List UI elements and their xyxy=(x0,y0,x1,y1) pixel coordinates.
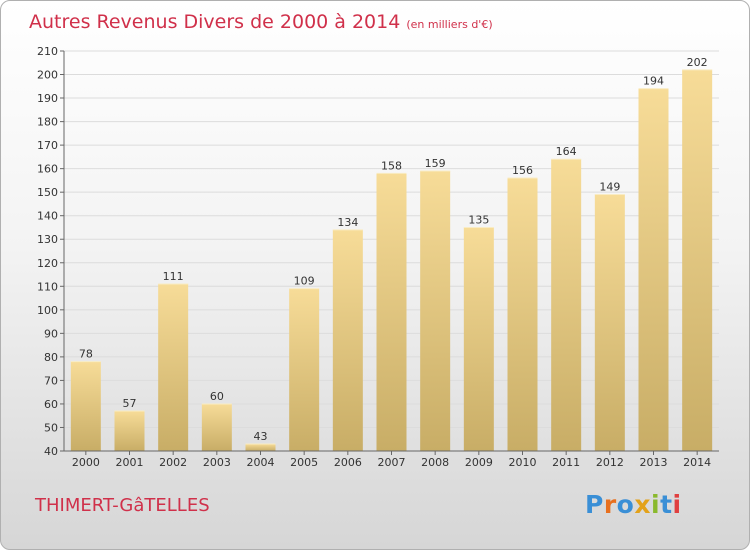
bar-2013 xyxy=(638,88,669,451)
bar-2004 xyxy=(245,443,276,451)
data-label-2008: 159 xyxy=(425,157,446,170)
data-label-2014: 202 xyxy=(687,56,708,69)
logo-letter: t xyxy=(660,490,673,519)
data-label-2009: 135 xyxy=(468,213,489,226)
y-tick-label: 70 xyxy=(44,374,58,387)
y-tick-label: 100 xyxy=(37,304,58,317)
bar-2007 xyxy=(376,173,407,451)
y-tick-label: 120 xyxy=(37,257,58,270)
bar-2009 xyxy=(463,227,494,451)
x-tick-label: 2009 xyxy=(465,456,493,469)
data-label-2013: 194 xyxy=(643,75,664,88)
x-tick-label: 2011 xyxy=(552,456,580,469)
bar-2010 xyxy=(507,178,538,451)
y-tick-label: 140 xyxy=(37,210,58,223)
data-label-2010: 156 xyxy=(512,164,533,177)
bars: 78 57 111 60 43 109 134 158 159 135 156 164 149 194 20… xyxy=(70,56,713,451)
y-tick-label: 90 xyxy=(44,327,58,340)
y-tick-label: 190 xyxy=(37,92,58,105)
logo-letter: x xyxy=(634,490,651,519)
x-tick-label: 2000 xyxy=(72,456,100,469)
data-label-2001: 57 xyxy=(123,397,137,410)
x-tick-label: 2005 xyxy=(290,456,318,469)
bar-2002 xyxy=(158,283,189,451)
x-tick-label: 2003 xyxy=(203,456,231,469)
bar-2000 xyxy=(70,361,101,451)
commune-name: THIMERT-GâTELLES xyxy=(35,495,210,516)
proxiti-logo[interactable]: Proxiti xyxy=(585,490,682,519)
x-tick-label: 2010 xyxy=(509,456,537,469)
x-tick-label: 2001 xyxy=(116,456,144,469)
bar-2006 xyxy=(332,229,363,451)
data-label-2011: 164 xyxy=(556,145,577,158)
data-label-2006: 134 xyxy=(337,216,358,229)
y-tick-label: 80 xyxy=(44,351,58,364)
chart-title: Autres Revenus Divers de 2000 à 2014 xyxy=(29,11,401,33)
x-tick-label: 2014 xyxy=(683,456,711,469)
y-tick-label: 40 xyxy=(44,445,58,458)
logo-letter: i xyxy=(651,490,661,519)
logo-letter: o xyxy=(616,490,635,519)
x-tick-label: 2007 xyxy=(378,456,406,469)
data-label-2005: 109 xyxy=(294,275,315,288)
y-tick-label: 50 xyxy=(44,421,58,434)
x-tick-label: 2006 xyxy=(334,456,362,469)
logo-letter: P xyxy=(585,490,604,519)
y-tick-label: 180 xyxy=(37,116,58,129)
logo-letter: r xyxy=(603,490,617,519)
bar-2003 xyxy=(201,403,232,451)
data-label-2002: 111 xyxy=(163,270,184,283)
data-label-2007: 158 xyxy=(381,159,402,172)
bar-2011 xyxy=(551,159,582,451)
bar-2014 xyxy=(682,69,713,451)
chart-title-block: Autres Revenus Divers de 2000 à 2014 (en … xyxy=(29,11,493,33)
y-tick-label: 200 xyxy=(37,69,58,82)
y-tick-label: 210 xyxy=(37,45,58,58)
y-tick-label: 150 xyxy=(37,186,58,199)
bar-2005 xyxy=(289,288,320,451)
y-tick-label: 60 xyxy=(44,398,58,411)
y-tick-label: 130 xyxy=(37,233,58,246)
data-label-2012: 149 xyxy=(599,181,620,194)
logo-letter: i xyxy=(672,490,682,519)
bar-2012 xyxy=(594,194,625,451)
x-tick-label: 2013 xyxy=(640,456,668,469)
y-tick-label: 110 xyxy=(37,280,58,293)
x-tick-label: 2002 xyxy=(159,456,187,469)
data-label-2004: 43 xyxy=(254,430,268,443)
axes: 40 50 60 70 80 90 100 110 120 130 140 150 160 170 180 1… xyxy=(37,45,719,469)
data-label-2000: 78 xyxy=(79,348,93,361)
chart-subtitle: (en milliers d'€) xyxy=(406,18,493,31)
y-tick-label: 170 xyxy=(37,139,58,152)
x-tick-label: 2008 xyxy=(421,456,449,469)
x-tick-label: 2012 xyxy=(596,456,624,469)
x-tick-label: 2004 xyxy=(247,456,275,469)
y-tick-label: 160 xyxy=(37,163,58,176)
data-label-2003: 60 xyxy=(210,390,224,403)
bar-2008 xyxy=(420,171,451,451)
bar-2001 xyxy=(114,411,145,451)
